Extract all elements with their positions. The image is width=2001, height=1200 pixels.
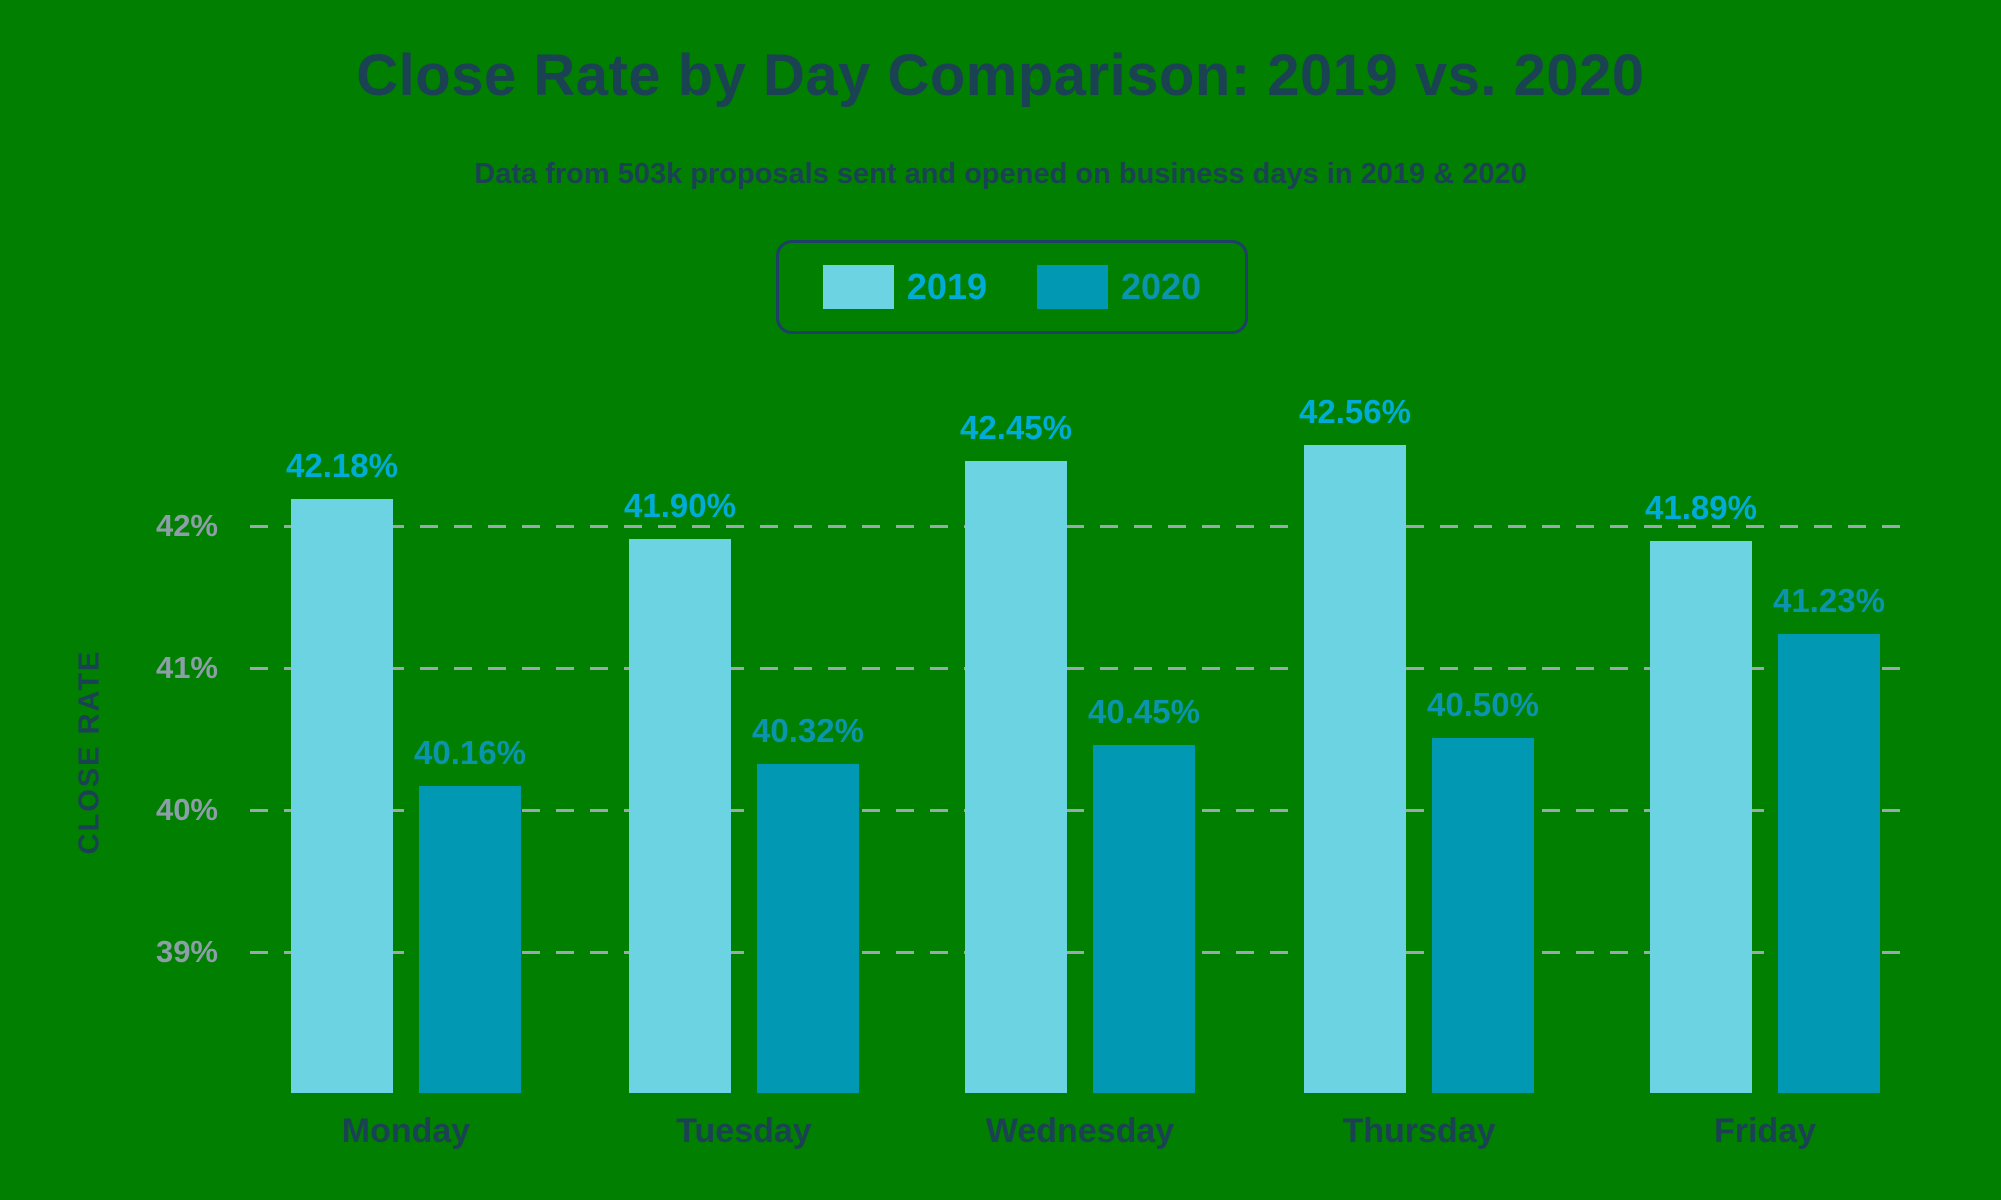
chart-subtitle: Data from 503k proposals sent and opened… xyxy=(474,158,1527,190)
y-tick-label: 41% xyxy=(155,650,218,685)
bar-2020-thursday xyxy=(1432,738,1534,1093)
gridline-40 xyxy=(250,809,1900,812)
y-tick-label: 42% xyxy=(155,508,218,543)
x-axis-label-friday: Friday xyxy=(1713,1112,1817,1150)
legend-label-2019: 2019 xyxy=(906,266,987,307)
legend-swatch-2019 xyxy=(822,265,894,309)
bar-2019-wednesday xyxy=(965,461,1067,1093)
bar-2019-thursday xyxy=(1304,445,1406,1093)
x-axis-label-thursday: Thursday xyxy=(1342,1112,1496,1150)
bar-value-2020-wednesday: 40.45% xyxy=(1088,693,1200,731)
bar-value-2019-friday: 41.89% xyxy=(1645,488,1757,526)
legend-item-2019: 2019 xyxy=(822,265,987,309)
bar-value-2019-monday: 42.18% xyxy=(286,447,398,485)
bar-2020-friday xyxy=(1778,634,1880,1093)
gridline-41 xyxy=(250,667,1900,670)
y-tick-label: 39% xyxy=(155,934,218,969)
legend-label-2020: 2020 xyxy=(1121,266,1202,307)
bar-2020-tuesday xyxy=(757,763,859,1093)
chart-title: Close Rate by Day Comparison: 2019 vs. 2… xyxy=(356,43,1645,108)
bar-value-2020-friday: 41.23% xyxy=(1773,582,1885,620)
bar-2020-monday xyxy=(419,786,521,1093)
y-tick-label: 40% xyxy=(155,792,218,827)
x-axis-label-tuesday: Tuesday xyxy=(676,1112,812,1150)
x-axis-label-wednesday: Wednesday xyxy=(985,1112,1175,1150)
legend-item-2020: 2020 xyxy=(1037,265,1201,309)
bar-2019-tuesday xyxy=(629,539,731,1093)
legend-swatch-2020 xyxy=(1037,265,1108,309)
x-axis-label-monday: Monday xyxy=(341,1112,471,1150)
bar-2019-friday xyxy=(1650,540,1752,1093)
bar-value-2019-thursday: 42.56% xyxy=(1299,393,1411,431)
gridline-42 xyxy=(250,525,1900,528)
bar-value-2019-tuesday: 41.90% xyxy=(624,487,736,525)
bar-value-2019-wednesday: 42.45% xyxy=(960,409,1072,447)
legend: 2019 2020 xyxy=(776,240,1248,334)
bar-value-2020-tuesday: 40.32% xyxy=(752,711,864,749)
gridline-39 xyxy=(250,951,1900,954)
bar-value-2020-monday: 40.16% xyxy=(414,734,526,772)
bar-2020-wednesday xyxy=(1093,745,1195,1093)
bar-value-2020-thursday: 40.50% xyxy=(1427,686,1539,723)
bar-2019-monday xyxy=(291,499,393,1093)
